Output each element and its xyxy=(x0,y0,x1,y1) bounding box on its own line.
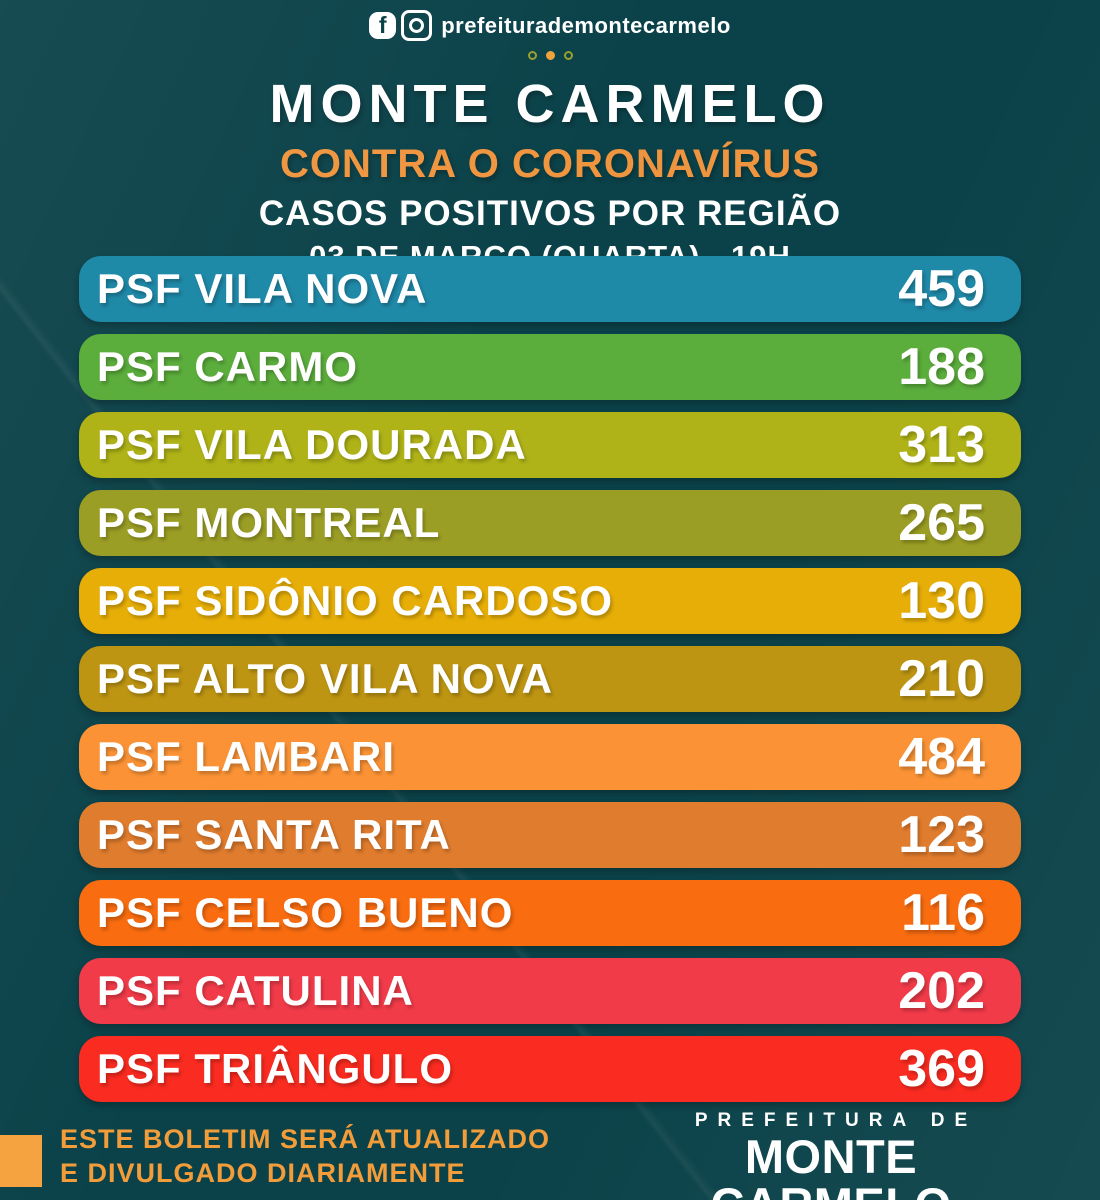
social-handle: prefeiturademontecarmelo xyxy=(441,12,731,38)
bar-value: 484 xyxy=(898,728,985,786)
bar-label: PSF MONTREAL xyxy=(97,499,441,546)
bar-row: PSF VILA DOURADA 313 xyxy=(79,412,1021,478)
city-hall-logo: PREFEITURA DE MONTE CARMELO CUIDANDO DA … xyxy=(628,1110,1034,1200)
bar-value: 313 xyxy=(898,416,985,474)
bar-value: 123 xyxy=(898,806,985,864)
carousel-dot xyxy=(545,51,555,60)
bar-value: 210 xyxy=(898,650,985,708)
facebook-icon: f xyxy=(369,12,397,39)
instagram-lens-icon xyxy=(409,18,425,33)
update-note-line2: E DIVULGADO DIARIAMENTE xyxy=(60,1157,466,1188)
bar-value: 188 xyxy=(898,338,985,396)
bar-value: 130 xyxy=(898,572,985,630)
logo-name-text: MONTE CARMELO xyxy=(710,1130,951,1200)
bar-row: PSF MONTREAL 265 xyxy=(79,490,1021,556)
carousel-dots xyxy=(0,51,1100,60)
bar-row: PSF LAMBARI 484 xyxy=(79,724,1021,790)
bar-value: 202 xyxy=(898,962,985,1020)
social-row: f prefeiturademontecarmelo xyxy=(0,0,1100,41)
bar-row: PSF CELSO BUENO 116 xyxy=(79,880,1021,946)
subtitle: CONTRA O CORONAVÍRUS xyxy=(280,142,820,186)
page-title: MONTE CARMELO xyxy=(269,74,831,134)
title-block: MONTE CARMELO CONTRA O CORONAVÍRUS CASOS… xyxy=(0,73,1100,275)
bar-value: 369 xyxy=(898,1040,985,1098)
bar-row: PSF VILA NOVA 459 xyxy=(79,256,1021,322)
bar-row: PSF TRIÂNGULO 369 xyxy=(79,1036,1021,1102)
update-note-line1: ESTE BOLETIM SERÁ ATUALIZADO xyxy=(60,1124,550,1154)
logo-top-text: PREFEITURA DE xyxy=(694,1110,978,1131)
carousel-dot xyxy=(527,51,537,60)
carousel-dot xyxy=(563,51,573,60)
bar-row: PSF ALTO VILA NOVA 210 xyxy=(79,646,1021,712)
bar-value: 116 xyxy=(901,884,985,942)
bar-label: PSF CARMO xyxy=(97,343,358,390)
bar-value: 459 xyxy=(898,260,985,318)
bar-label: PSF LAMBARI xyxy=(97,733,395,780)
bar-label: PSF TRIÂNGULO xyxy=(97,1045,453,1092)
bar-row: PSF SANTA RITA 123 xyxy=(79,802,1021,868)
update-note: ESTE BOLETIM SERÁ ATUALIZADO E DIVULGADO… xyxy=(60,1123,550,1191)
bars-list: PSF VILA NOVA 459 PSF CARMO 188 PSF VILA DOU… xyxy=(79,256,1021,1114)
bar-label: PSF VILA NOVA xyxy=(97,265,428,312)
bar-label: PSF SANTA RITA xyxy=(97,811,451,858)
footer: ESTE BOLETIM SERÁ ATUALIZADO E DIVULGADO… xyxy=(0,1108,1100,1200)
bar-label: PSF CATULINA xyxy=(97,967,414,1014)
instagram-icon xyxy=(401,10,433,41)
bar-label: PSF CELSO BUENO xyxy=(97,889,514,936)
orange-square xyxy=(0,1135,42,1187)
bar-label: PSF SIDÔNIO CARDOSO xyxy=(97,577,614,624)
bar-value: 265 xyxy=(898,494,985,552)
section-heading: CASOS POSITIVOS POR REGIÃO xyxy=(258,194,842,233)
bar-row: PSF SIDÔNIO CARDOSO 130 xyxy=(79,568,1021,634)
bar-row: PSF CARMO 188 xyxy=(79,334,1021,400)
bar-label: PSF VILA DOURADA xyxy=(97,421,527,468)
bar-row: PSF CATULINA 202 xyxy=(79,958,1021,1024)
bar-label: PSF ALTO VILA NOVA xyxy=(97,655,553,702)
